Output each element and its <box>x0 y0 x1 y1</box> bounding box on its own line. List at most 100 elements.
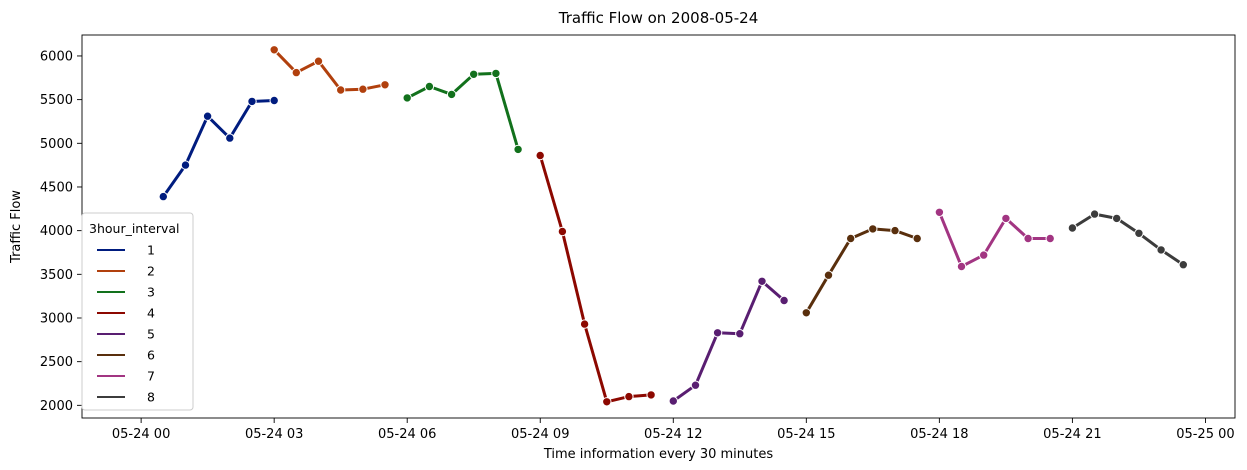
x-tick-label: 05-24 15 <box>777 427 835 442</box>
y-tick-label: 3500 <box>40 268 73 283</box>
data-point <box>557 226 568 237</box>
data-point <box>1089 209 1100 219</box>
series-line-2 <box>272 48 387 92</box>
x-tick-label: 05-24 21 <box>1043 427 1101 442</box>
data-point <box>735 329 745 339</box>
legend-entry-4: 4 <box>97 306 155 321</box>
data-point <box>424 81 435 92</box>
series-6 <box>801 224 922 318</box>
data-point <box>247 96 257 107</box>
legend-entry-2: 2 <box>97 264 155 279</box>
data-point <box>1001 213 1011 224</box>
legend-entry-8: 8 <box>97 390 155 405</box>
legend: 3hour_interval 1 2 3 4 5 6 7 8 <box>81 212 194 411</box>
data-point <box>868 224 878 234</box>
x-tick-label: 05-25 00 <box>1176 427 1234 442</box>
series-8 <box>1067 209 1189 270</box>
data-point <box>180 160 191 170</box>
legend-label: 5 <box>147 327 155 342</box>
data-point <box>225 133 235 143</box>
data-point <box>202 111 213 121</box>
data-point <box>757 276 767 286</box>
legend-label: 4 <box>147 306 155 321</box>
data-point <box>846 233 856 244</box>
data-point <box>513 144 523 155</box>
series-line-5 <box>671 279 786 403</box>
data-point <box>690 380 701 390</box>
y-axis-label: Traffic Flow <box>9 190 24 264</box>
data-point <box>469 69 479 80</box>
chart-title: Traffic Flow on 2008-05-24 <box>558 9 758 27</box>
legend-entry-3: 3 <box>97 285 155 300</box>
data-point <box>668 396 678 406</box>
data-point <box>646 390 656 400</box>
data-point <box>1134 228 1144 239</box>
data-point <box>912 233 922 244</box>
x-axis-ticks: 05-24 00 05-24 03 05-24 06 05-24 09 05-24 12… <box>112 418 1235 442</box>
data-point <box>291 67 301 78</box>
y-axis-ticks: 2000 2500 3000 3500 4000 4500 5000 5500 6000 <box>40 49 82 414</box>
plot-frame <box>81 34 1236 419</box>
y-tick-label: 4000 <box>40 224 73 239</box>
data-point <box>956 261 967 272</box>
series-line-8 <box>1070 212 1185 267</box>
series-3 <box>402 68 523 155</box>
series-7 <box>934 207 1055 272</box>
data-point <box>313 56 324 66</box>
series-line-3 <box>405 71 520 151</box>
legend-title: 3hour_interval <box>89 221 180 236</box>
data-point <box>358 84 368 94</box>
data-point <box>336 85 346 95</box>
legend-entry-1: 1 <box>97 243 155 258</box>
legend-label: 3 <box>147 285 155 300</box>
data-point <box>380 80 390 90</box>
data-point <box>1156 245 1166 255</box>
y-tick-label: 4500 <box>40 180 73 195</box>
data-point <box>890 225 900 236</box>
data-point <box>269 95 279 106</box>
x-tick-label: 05-24 06 <box>378 427 436 442</box>
legend-entry-5: 5 <box>97 327 155 342</box>
series-line-6 <box>804 227 919 315</box>
x-tick-label: 05-24 03 <box>245 427 303 442</box>
legend-entry-6: 6 <box>97 348 155 363</box>
data-point <box>801 308 811 318</box>
data-point <box>624 391 634 402</box>
data-point <box>1023 233 1033 244</box>
data-point <box>1045 233 1055 244</box>
series-line-1 <box>161 99 276 199</box>
x-tick-label: 05-24 09 <box>511 427 569 442</box>
legend-entry-7: 7 <box>97 369 155 384</box>
data-point <box>979 250 989 260</box>
x-tick-label: 05-24 12 <box>644 427 702 442</box>
data-point <box>712 328 723 338</box>
y-tick-label: 2000 <box>40 399 73 414</box>
legend-label: 2 <box>147 264 155 279</box>
legend-label: 6 <box>147 348 155 363</box>
y-tick-label: 6000 <box>40 49 73 64</box>
data-point <box>934 207 945 218</box>
series-4 <box>535 150 656 407</box>
data-point <box>535 150 545 161</box>
y-tick-label: 3000 <box>40 311 73 326</box>
legend-label: 7 <box>147 369 155 384</box>
data-point <box>602 397 612 407</box>
data-point <box>402 93 412 103</box>
legend-entries: 1 2 3 4 5 6 7 8 <box>97 243 155 405</box>
x-axis-label: Time information every 30 minutes <box>543 447 773 462</box>
data-point <box>779 295 789 306</box>
legend-box <box>81 212 194 411</box>
series-2 <box>269 45 390 95</box>
data-point <box>1067 223 1078 233</box>
y-tick-label: 2500 <box>40 355 73 370</box>
data-point <box>269 45 279 55</box>
legend-label: 1 <box>147 243 155 258</box>
data-point <box>158 191 169 202</box>
series-line-7 <box>937 210 1052 268</box>
y-tick-label: 5000 <box>40 137 73 152</box>
data-point <box>823 270 834 280</box>
data-point <box>1112 213 1122 224</box>
y-tick-label: 5500 <box>40 93 73 108</box>
x-tick-label: 05-24 00 <box>112 427 170 442</box>
